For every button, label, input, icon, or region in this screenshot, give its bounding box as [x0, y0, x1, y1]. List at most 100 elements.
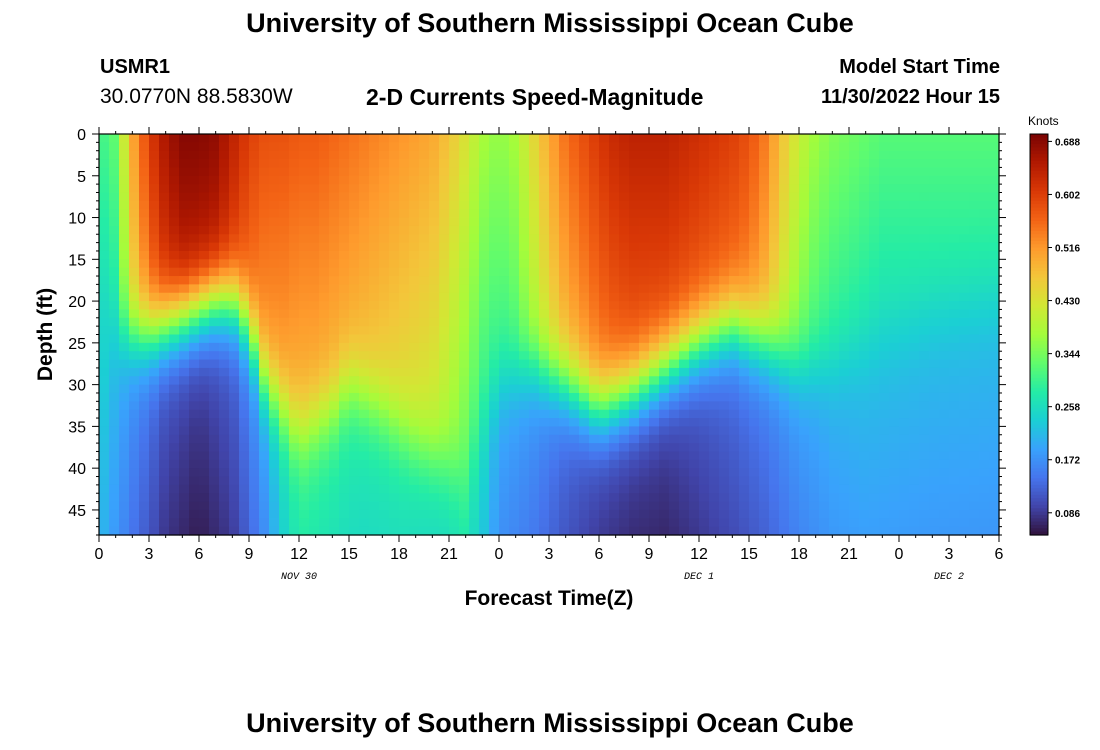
heatmap-cell: [719, 317, 730, 327]
heatmap-cell: [669, 217, 680, 227]
heatmap-cell: [509, 234, 520, 244]
heatmap-cell: [839, 326, 850, 336]
heatmap-cell: [199, 184, 210, 194]
heatmap-cell: [789, 301, 800, 311]
heatmap-cell: [959, 142, 970, 152]
heatmap-cell: [709, 184, 720, 194]
heatmap-cell: [229, 367, 240, 377]
heatmap-cell: [879, 434, 890, 444]
heatmap-cell: [499, 392, 510, 402]
heatmap-cell: [949, 134, 960, 143]
heatmap-cell: [779, 309, 790, 319]
heatmap-cell: [189, 301, 200, 311]
heatmap-cell: [769, 468, 780, 478]
heatmap-cell: [989, 476, 1000, 486]
heatmap-cell: [649, 334, 660, 344]
heatmap-cell: [439, 217, 450, 227]
heatmap-cell: [229, 134, 240, 143]
heatmap-cell: [719, 509, 730, 519]
heatmap-cell: [929, 159, 940, 169]
heatmap-cell: [489, 192, 500, 202]
heatmap-cell: [729, 267, 740, 277]
heatmap-cell: [129, 401, 140, 411]
heatmap-cell: [689, 259, 700, 269]
heatmap-cell: [219, 334, 230, 344]
heatmap-cell: [589, 468, 600, 478]
heatmap-cell: [189, 167, 200, 177]
heatmap-cell: [989, 384, 1000, 394]
heatmap-cell: [279, 459, 290, 469]
heatmap-cell: [909, 292, 920, 302]
heatmap-cell: [839, 443, 850, 453]
heatmap-cell: [579, 434, 590, 444]
heatmap-cell: [369, 159, 380, 169]
heatmap-cell: [529, 234, 540, 244]
heatmap-cell: [689, 351, 700, 361]
heatmap-cell: [849, 342, 860, 352]
heatmap-cell: [619, 317, 630, 327]
heatmap-cell: [789, 468, 800, 478]
heatmap-cell: [949, 501, 960, 511]
heatmap-cell: [829, 493, 840, 503]
heatmap-cell: [909, 493, 920, 503]
heatmap-cell: [829, 134, 840, 143]
heatmap-cell: [339, 426, 350, 436]
heatmap-cell: [559, 434, 570, 444]
heatmap-cell: [639, 192, 650, 202]
heatmap-cell: [539, 484, 550, 494]
heatmap-cell: [599, 309, 610, 319]
heatmap-cell: [959, 334, 970, 344]
heatmap-cell: [239, 309, 250, 319]
heatmap-cell: [809, 200, 820, 210]
heatmap-cell: [949, 359, 960, 369]
heatmap-cell: [339, 159, 350, 169]
heatmap-cell: [139, 359, 150, 369]
heatmap-cell: [659, 501, 670, 511]
heatmap-cell: [469, 267, 480, 277]
heatmap-cell: [179, 392, 190, 402]
heatmap-cell: [589, 159, 600, 169]
heatmap-cell: [369, 367, 380, 377]
heatmap-cell: [539, 309, 550, 319]
heatmap-cell: [269, 159, 280, 169]
heatmap-cell: [949, 159, 960, 169]
heatmap-cell: [99, 217, 110, 227]
heatmap-cell: [409, 518, 420, 528]
heatmap-cell: [889, 276, 900, 285]
heatmap-cell: [109, 367, 120, 377]
heatmap-cell: [389, 509, 400, 519]
heatmap-cell: [429, 259, 440, 269]
heatmap-cell: [349, 167, 360, 177]
heatmap-cell: [359, 468, 370, 478]
heatmap-cell: [789, 184, 800, 194]
heatmap-cell: [309, 501, 320, 511]
heatmap-cell: [179, 501, 190, 511]
heatmap-cell: [789, 326, 800, 336]
heatmap-cell: [929, 409, 940, 419]
heatmap-cell: [269, 150, 280, 160]
heatmap-cell: [419, 175, 430, 185]
heatmap-cell: [99, 267, 110, 277]
heatmap-cell: [719, 367, 730, 377]
heatmap-cell: [129, 459, 140, 469]
heatmap-cell: [629, 317, 640, 327]
heatmap-cell: [949, 242, 960, 252]
heatmap-cell: [479, 468, 490, 478]
heatmap-cell: [389, 184, 400, 194]
heatmap-cell: [199, 526, 210, 536]
heatmap-cell: [129, 317, 140, 327]
heatmap-cell: [849, 259, 860, 269]
heatmap-cell: [219, 192, 230, 202]
heatmap-cell: [169, 509, 180, 519]
heatmap-cell: [459, 175, 470, 185]
heatmap-cell: [119, 484, 130, 494]
heatmap-cell: [599, 443, 610, 453]
heatmap-cell: [799, 267, 810, 277]
heatmap-cell: [549, 392, 560, 402]
heatmap-cell: [819, 301, 830, 311]
heatmap-cell: [309, 434, 320, 444]
heatmap-cell: [139, 501, 150, 511]
heatmap-cell: [219, 434, 230, 444]
heatmap-cell: [369, 459, 380, 469]
